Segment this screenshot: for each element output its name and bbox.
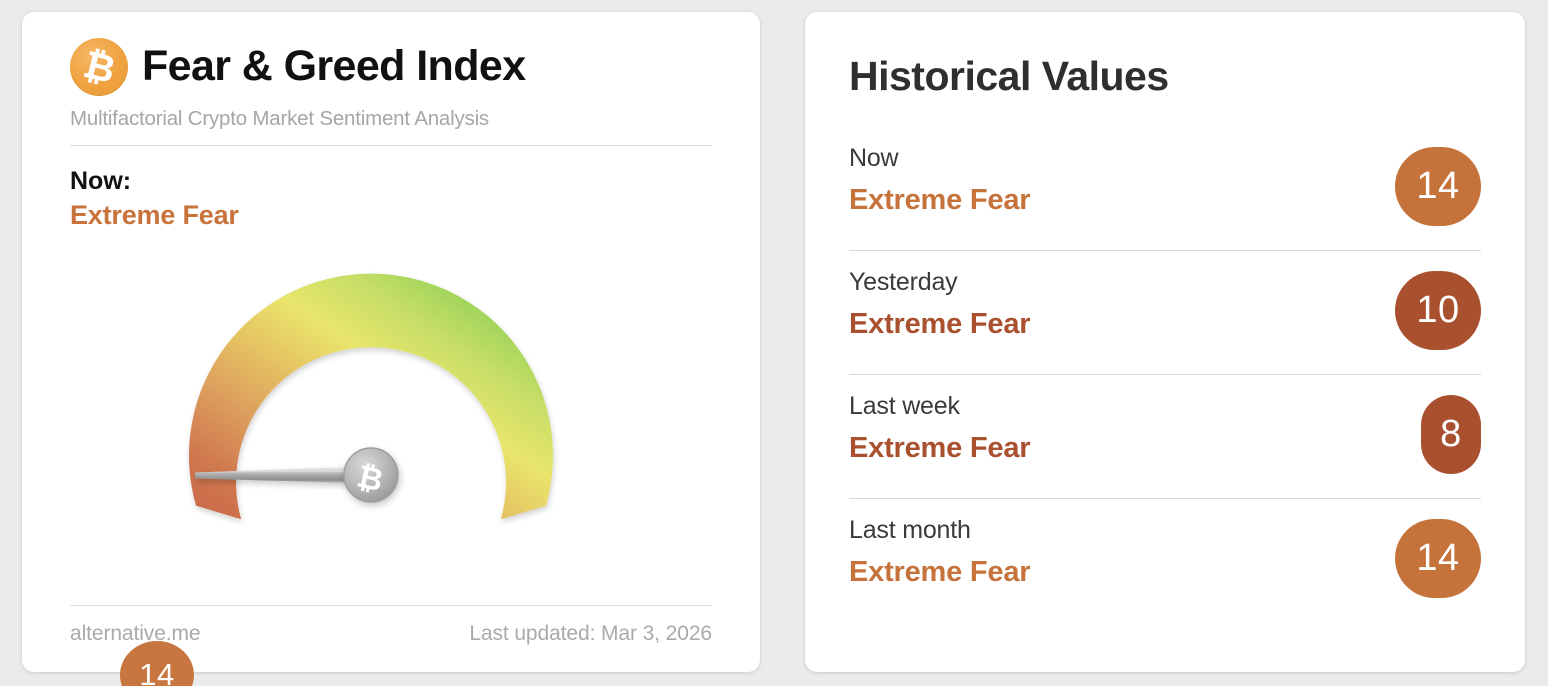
- last-updated-text: Last updated: Mar 3, 2026: [469, 622, 712, 645]
- history-value: 10: [1416, 289, 1460, 331]
- gauge-value-text: 14: [139, 656, 175, 686]
- list-item: Now Extreme Fear 14: [849, 127, 1481, 251]
- history-period: Yesterday: [849, 268, 958, 296]
- list-item: Last week Extreme Fear 8: [849, 375, 1481, 499]
- page-title: Fear & Greed Index: [142, 42, 526, 91]
- status-badge: 8: [1421, 395, 1481, 474]
- list-item: Yesterday Extreme Fear 10: [849, 251, 1481, 375]
- history-sentiment: Extreme Fear: [849, 431, 1031, 464]
- status-badge: 14: [1395, 519, 1481, 598]
- gauge-card: ₿ Fear & Greed Index Multifactorial Cryp…: [22, 12, 760, 686]
- footer-divider: [70, 605, 712, 606]
- source-link[interactable]: alternative.me: [70, 622, 201, 645]
- history-period: Now: [849, 144, 899, 172]
- gauge-hub-icon: ₿: [343, 446, 399, 503]
- gauge-arc: [189, 273, 553, 519]
- now-label: Now:: [70, 167, 132, 195]
- status-badge: 14: [1395, 147, 1481, 226]
- gauge-chart: ₿ 14: [48, 236, 738, 686]
- page-subtitle: Multifactorial Crypto Market Sentiment A…: [70, 107, 489, 130]
- gauge-needle: [195, 466, 371, 484]
- history-period: Last month: [849, 516, 971, 544]
- historical-title: Historical Values: [849, 53, 1169, 99]
- card-footer: alternative.me Last updated: Mar 3, 2026: [70, 605, 712, 646]
- bitcoin-glyph: ₿: [78, 41, 120, 93]
- list-item: Last month Extreme Fear 14: [849, 499, 1481, 623]
- current-value-block: Now: Extreme Fear: [48, 166, 734, 234]
- history-sentiment: Extreme Fear: [849, 183, 1031, 216]
- gauge-svg: ₿: [189, 273, 553, 519]
- history-value: 14: [1416, 165, 1460, 207]
- historical-list: Now Extreme Fear 14 Yesterday Extreme Fe…: [849, 127, 1481, 623]
- header-divider: [70, 145, 712, 146]
- history-value: 8: [1440, 413, 1462, 455]
- card-header: ₿ Fear & Greed Index: [48, 38, 734, 96]
- history-sentiment: Extreme Fear: [849, 555, 1031, 588]
- history-sentiment: Extreme Fear: [849, 307, 1031, 340]
- status-badge: 10: [1395, 271, 1481, 350]
- history-period: Last week: [849, 392, 960, 420]
- gauge-value-badge: 14: [120, 640, 194, 686]
- historical-values-card: Historical Values Now Extreme Fear 14 Ye…: [805, 12, 1525, 672]
- now-sentiment: Extreme Fear: [70, 200, 239, 231]
- bitcoin-logo-icon: ₿: [70, 38, 128, 96]
- history-value: 14: [1416, 537, 1460, 579]
